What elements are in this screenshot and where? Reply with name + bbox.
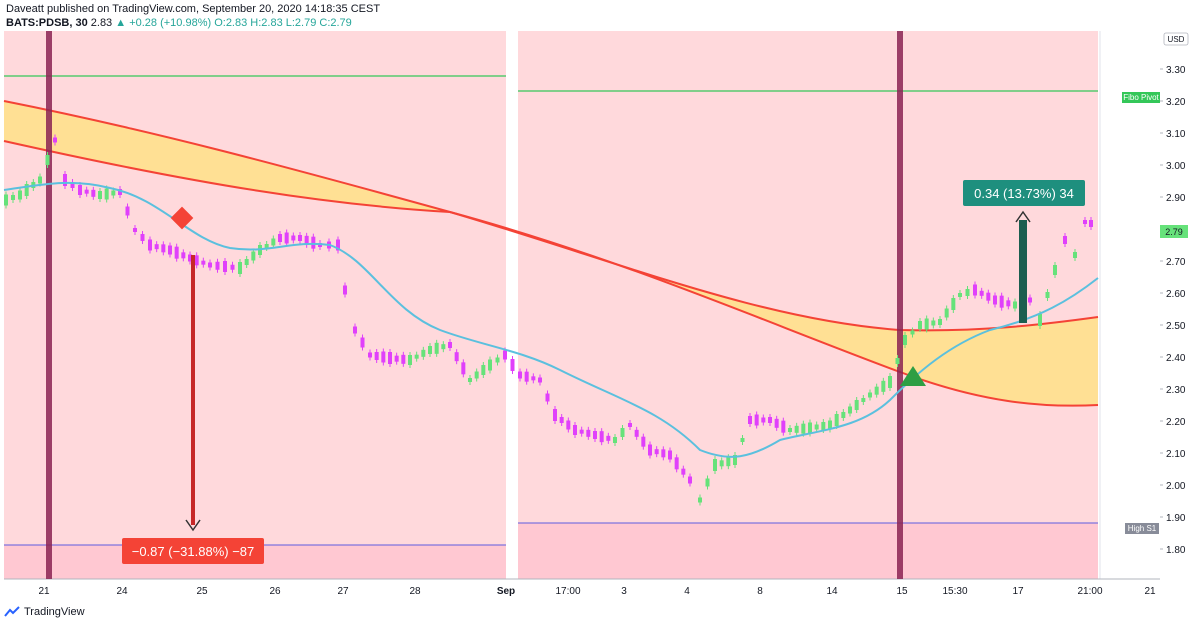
long-trade-arrow (1019, 220, 1027, 323)
y-tick-label: 3.20 (1166, 97, 1186, 108)
chart-header: Daveatt published on TradingView.com, Se… (6, 2, 380, 30)
y-tick-label: 2.20 (1166, 417, 1186, 428)
price-change: ▲ +0.28 (+10.98%) (115, 17, 212, 29)
y-tick-label: 3.30 (1166, 65, 1186, 76)
x-tick-label: 28 (409, 586, 421, 597)
ohlc-values: O:2.83 H:2.83 L:2.79 C:2.79 (214, 17, 352, 29)
y-tick-label: 2.00 (1166, 481, 1186, 492)
y-tick-label: 2.90 (1166, 193, 1186, 204)
y-tick-label: 3.00 (1166, 161, 1186, 172)
y-tick-label: 1.90 (1166, 513, 1186, 524)
x-tick-label: 4 (684, 586, 690, 597)
x-tick-label: 21:00 (1077, 586, 1102, 597)
price-tag-bg (1160, 225, 1188, 238)
long-trade-label-bg (963, 180, 1085, 206)
x-tick-label: 24 (116, 586, 128, 597)
x-tick-label: 3 (621, 586, 627, 597)
x-tick-label: 15:30 (942, 586, 967, 597)
support-tag: High S1 (1128, 524, 1157, 533)
ema-line (3, 181, 1099, 458)
x-tick-label: 8 (757, 586, 763, 597)
price-scale[interactable]: 3.303.203.103.002.902.802.702.602.502.40… (1160, 65, 1186, 556)
x-tick-label: 17 (1012, 586, 1024, 597)
short-trade-label-bg (122, 538, 264, 564)
y-tick-label: 2.60 (1166, 289, 1186, 300)
price-tag: 2.79 (1165, 227, 1183, 237)
x-tick-label: 17:00 (555, 586, 580, 597)
y-tick-label: 2.10 (1166, 449, 1186, 460)
footer: TradingView (4, 606, 85, 618)
short-arrow-head (185, 519, 201, 532)
pivot-tag: Fibo Pivot (1123, 93, 1159, 102)
y-tick-label: 2.40 (1166, 353, 1186, 364)
symbol: BATS:PDSB, 30 (6, 17, 88, 29)
x-tick-label: 21 (1144, 586, 1156, 597)
publish-line: Daveatt published on TradingView.com, Se… (6, 3, 381, 15)
time-scale[interactable]: 21 24 25 26 27 28 Sep 17:00 3 4 8 14 15 15:30 17 21:00 2… (38, 586, 1156, 597)
moving-average-band (4, 101, 1098, 406)
x-tick-label: 26 (269, 586, 281, 597)
x-tick-label: Sep (497, 586, 515, 597)
y-tick-label: 2.50 (1166, 321, 1186, 332)
x-tick-label: 27 (337, 586, 349, 597)
y-tick-label: 3.10 (1166, 129, 1186, 140)
short-trade-label: −0.87 (−31.88%) −87 (132, 544, 255, 559)
pivot-tag-bg (1122, 92, 1160, 103)
x-tick-label: 15 (896, 586, 908, 597)
currency-label: USD (1168, 35, 1185, 44)
x-tick-label: 21 (38, 586, 50, 597)
long-trade-label: 0.34 (13.73%) 34 (974, 186, 1074, 201)
session-vline-2 (897, 31, 903, 579)
long-arrow-head (1015, 210, 1031, 223)
last-price: 2.83 (90, 17, 113, 29)
bg-zone-2 (518, 31, 1098, 523)
brand-name: TradingView (24, 606, 85, 618)
tradingview-logo-icon (4, 606, 20, 617)
y-tick-label: 2.70 (1166, 257, 1186, 268)
support-tag-bg (1125, 523, 1159, 534)
session-vline-1 (46, 31, 52, 579)
bg-zone-1 (4, 31, 506, 545)
symbol-line: BATS:PDSB, 30 2.83 ▲ +0.28 (+10.98%) O:2… (6, 16, 380, 30)
buy-signal-triangle (900, 366, 926, 386)
x-tick-label: 25 (196, 586, 208, 597)
currency-box (1163, 32, 1189, 46)
y-tick-label: 1.80 (1166, 545, 1186, 556)
x-tick-label: 14 (826, 586, 838, 597)
bg-zone-2-bottom (518, 523, 1098, 579)
band-lower-edge (3, 140, 1099, 407)
y-tick-label: 2.30 (1166, 385, 1186, 396)
